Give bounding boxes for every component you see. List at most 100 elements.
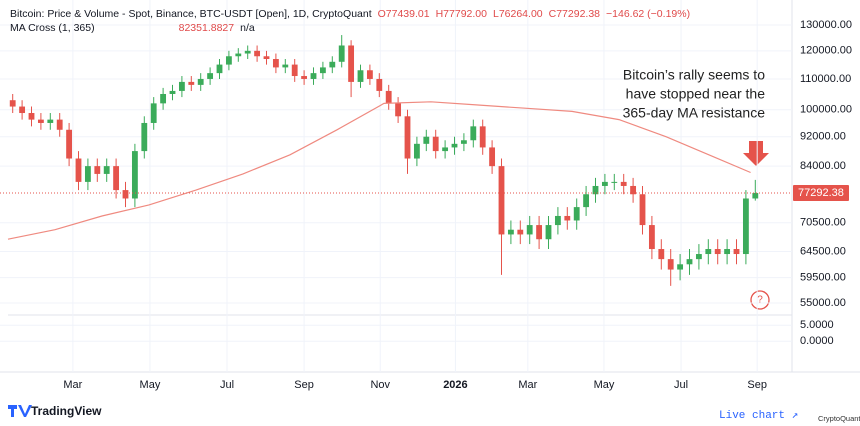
candle-body <box>291 64 298 77</box>
x-tick-label: Sep <box>294 379 314 391</box>
candle-body <box>235 53 242 57</box>
x-tick-label: Jul <box>674 379 688 391</box>
indicator-label: MA Cross (1, 365) <box>10 22 95 34</box>
candle-body <box>648 225 655 250</box>
candle-body <box>272 59 279 68</box>
candle-body <box>517 229 524 235</box>
candle-body <box>413 143 420 159</box>
candle-body <box>37 119 44 123</box>
candle-body <box>395 103 402 117</box>
candle-body <box>188 81 195 85</box>
annotation: Bitcoin’s rally seems to <box>623 67 765 83</box>
candle-body <box>536 225 543 240</box>
indicator-row: MA Cross (1, 365) 82351.8827 n/a <box>10 22 261 34</box>
annotation: have stopped near the <box>626 86 766 102</box>
candle-body <box>329 61 336 68</box>
x-tick-label: Mar <box>63 379 82 391</box>
x-tick-label: Sep <box>747 379 767 391</box>
candle-body <box>385 90 392 104</box>
candle-body <box>404 116 411 159</box>
y-tick-label: 92000.00 <box>800 131 846 143</box>
candle-body <box>573 207 580 221</box>
y-tick-label: 110000.00 <box>800 73 851 85</box>
candle-body <box>460 140 467 144</box>
candle-body <box>9 100 16 107</box>
candle-body <box>451 143 458 148</box>
x-tick-label: 2026 <box>443 379 467 391</box>
arrow <box>743 141 769 166</box>
y-tick-label: 64500.00 <box>800 245 846 257</box>
candle-body <box>254 50 261 57</box>
y-tick-label: 130000.00 <box>800 19 852 31</box>
candle-body <box>338 45 345 62</box>
candle-body <box>611 181 618 183</box>
candle-body <box>357 70 364 82</box>
candle-body <box>66 129 73 159</box>
source: CryptoQuant <box>818 414 860 423</box>
candle-body <box>479 126 486 148</box>
candle-body <box>489 147 496 167</box>
candle-body <box>319 67 326 74</box>
marker: ? <box>757 295 763 306</box>
candle-body <box>695 254 702 260</box>
candle-body <box>630 185 637 195</box>
title: Bitcoin: Price & Volume - Spot, Binance,… <box>10 8 372 20</box>
y-tick-label: 59500.00 <box>800 272 846 284</box>
candle-body <box>225 56 232 65</box>
candle-body <box>301 76 308 79</box>
candle-body <box>197 78 204 85</box>
marker-circle <box>750 290 770 310</box>
live-chart[interactable]: Live chart ↗ <box>719 410 798 422</box>
candle-body <box>169 90 176 94</box>
candle-body <box>705 249 712 255</box>
candle-body <box>526 225 533 235</box>
candle-body <box>658 249 665 260</box>
ma-line <box>7 101 751 240</box>
annotation: 365-day MA resistance <box>623 105 766 121</box>
x-tick-label: May <box>594 379 615 391</box>
candle-body <box>216 64 223 74</box>
candle-body <box>677 264 684 270</box>
x-tick-label: May <box>140 379 161 391</box>
brand: TradingView <box>31 404 102 418</box>
candle-body <box>122 190 129 199</box>
candle-body <box>742 198 749 255</box>
candle-body <box>583 194 590 208</box>
candle-body <box>103 166 110 174</box>
ohlc-value: L76264.00 <box>492 8 543 20</box>
candle-body <box>376 78 383 91</box>
candle-body <box>348 45 355 82</box>
y-tick-label: 84000.00 <box>800 160 846 172</box>
x-tick-label: Mar <box>518 379 537 391</box>
ohlc-value: H77792.00 <box>435 8 487 20</box>
candle-body <box>601 181 608 186</box>
grid <box>0 0 792 372</box>
candle-body <box>47 119 54 123</box>
y-tick-label: 120000.00 <box>800 45 852 57</box>
y-tick-label: 55000.00 <box>800 297 846 309</box>
candle-body <box>366 70 373 79</box>
candle-body <box>714 249 721 255</box>
candle-body <box>752 193 759 199</box>
candle-body <box>423 136 430 144</box>
candle-body <box>75 158 82 182</box>
candle-body <box>56 119 63 130</box>
candle-body <box>94 166 101 174</box>
y2-tick-label: 0.0000 <box>800 335 834 347</box>
candle-body <box>442 147 449 152</box>
candle-body <box>131 151 138 199</box>
candle-body <box>498 166 505 235</box>
ohlc-value: −146.62 (−0.19%) <box>606 8 691 20</box>
header: Bitcoin: Price & Volume - Spot, Binance,… <box>10 8 702 20</box>
x-tick-label: Jul <box>220 379 234 391</box>
candle-body <box>686 259 693 265</box>
candle-body <box>282 64 289 68</box>
y-tick-label: 70500.00 <box>800 217 846 229</box>
candle-body <box>639 194 646 226</box>
candle-body <box>733 249 740 255</box>
candle-body <box>141 122 148 152</box>
tv-logo <box>8 405 32 417</box>
x-tick-label: Nov <box>370 379 390 391</box>
